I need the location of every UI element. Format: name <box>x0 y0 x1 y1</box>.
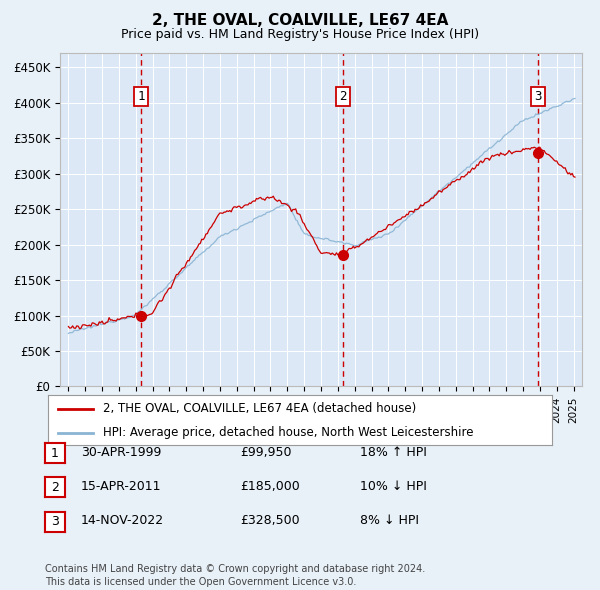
Text: 2, THE OVAL, COALVILLE, LE67 4EA: 2, THE OVAL, COALVILLE, LE67 4EA <box>152 13 448 28</box>
Text: £328,500: £328,500 <box>240 514 299 527</box>
Text: £99,950: £99,950 <box>240 446 292 459</box>
Text: 2: 2 <box>339 90 346 103</box>
Text: 3: 3 <box>51 515 59 528</box>
Text: 14-NOV-2022: 14-NOV-2022 <box>81 514 164 527</box>
Text: 1: 1 <box>51 447 59 460</box>
Text: 2: 2 <box>51 481 59 494</box>
Text: 18% ↑ HPI: 18% ↑ HPI <box>360 446 427 459</box>
Text: 2, THE OVAL, COALVILLE, LE67 4EA (detached house): 2, THE OVAL, COALVILLE, LE67 4EA (detach… <box>103 402 416 415</box>
Text: HPI: Average price, detached house, North West Leicestershire: HPI: Average price, detached house, Nort… <box>103 427 474 440</box>
Text: 15-APR-2011: 15-APR-2011 <box>81 480 161 493</box>
Text: 8% ↓ HPI: 8% ↓ HPI <box>360 514 419 527</box>
Text: Contains HM Land Registry data © Crown copyright and database right 2024.
This d: Contains HM Land Registry data © Crown c… <box>45 564 425 587</box>
Text: 1: 1 <box>137 90 145 103</box>
Text: £185,000: £185,000 <box>240 480 300 493</box>
Text: 30-APR-1999: 30-APR-1999 <box>81 446 161 459</box>
Text: 10% ↓ HPI: 10% ↓ HPI <box>360 480 427 493</box>
Text: 3: 3 <box>534 90 542 103</box>
Text: Price paid vs. HM Land Registry's House Price Index (HPI): Price paid vs. HM Land Registry's House … <box>121 28 479 41</box>
